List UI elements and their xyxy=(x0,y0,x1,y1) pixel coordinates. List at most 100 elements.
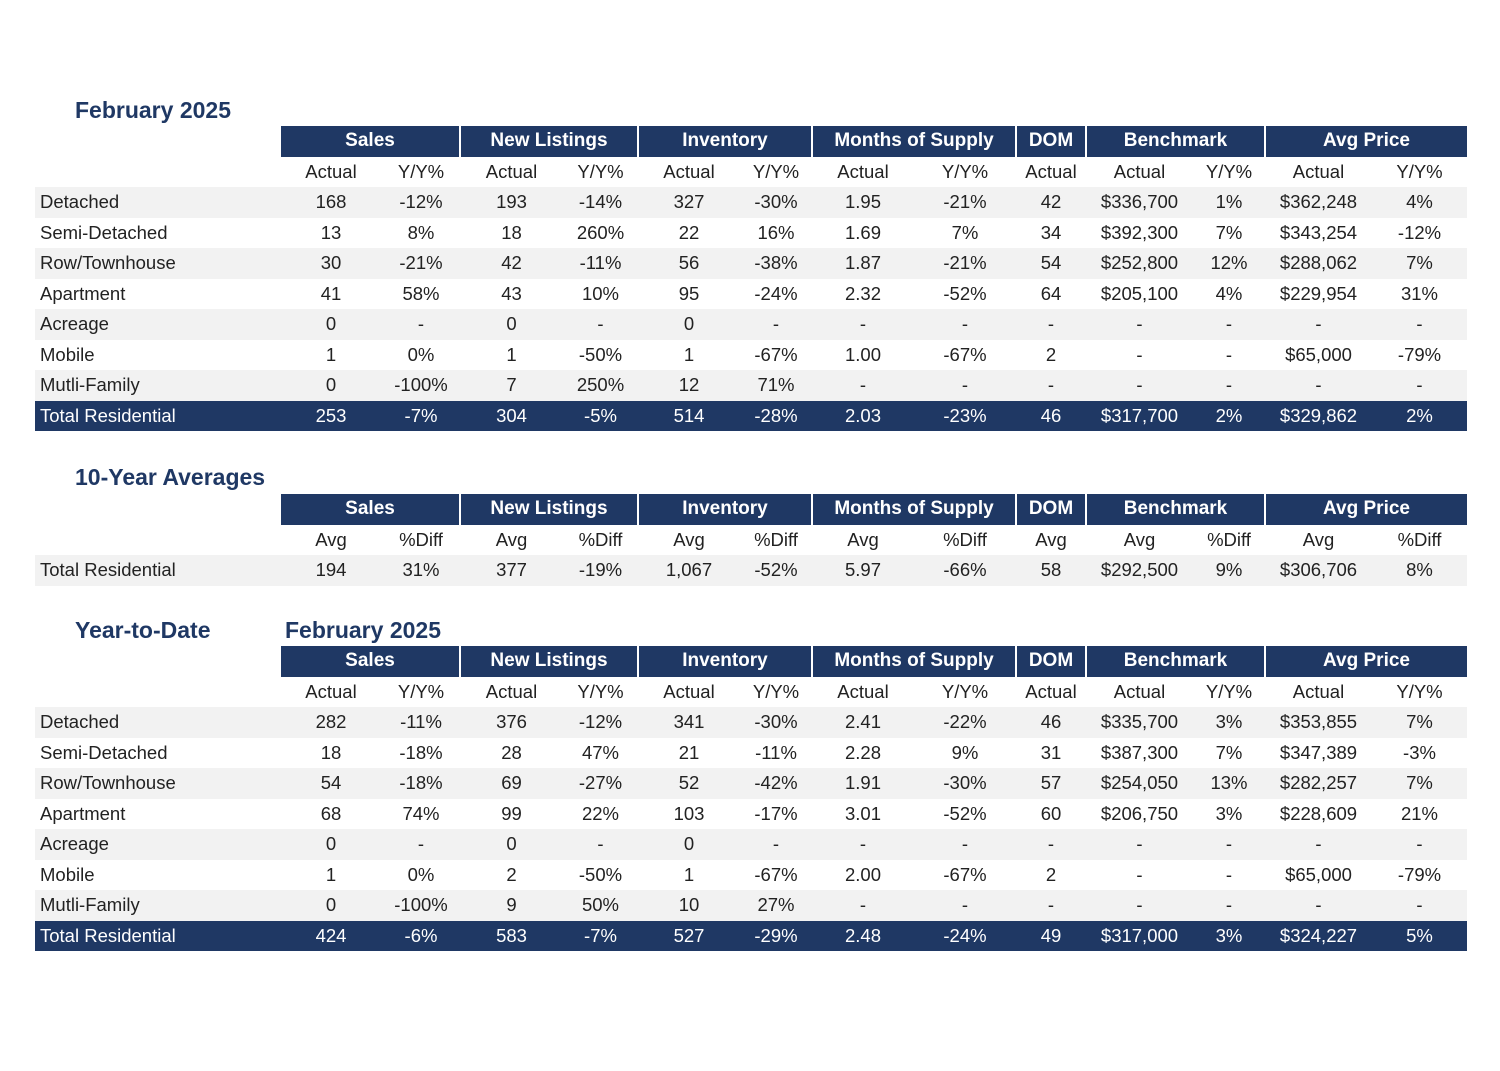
cell-value: - xyxy=(1265,890,1372,921)
cell-value: $343,254 xyxy=(1265,217,1372,248)
cell-value: 1.00 xyxy=(812,339,914,370)
cell-value: - xyxy=(1016,829,1086,860)
cell-value: 99 xyxy=(460,798,563,829)
cell-value: - xyxy=(1086,339,1193,370)
row-label: Semi-Detached xyxy=(35,737,280,768)
row-label: Detached xyxy=(35,187,280,218)
subheader-blank xyxy=(35,156,280,187)
column-subheader: %Diff xyxy=(740,524,812,555)
group-header: Benchmark xyxy=(1085,646,1265,677)
cell-value: 4% xyxy=(1372,187,1468,218)
cell-value: $205,100 xyxy=(1086,278,1193,309)
cell-value: 0 xyxy=(280,829,382,860)
cell-value: - xyxy=(914,309,1016,340)
total-value: 2% xyxy=(1193,400,1265,431)
total-row: Total Residential 424 -6% 583 -7% 527 -29% 2.48… xyxy=(35,920,1468,951)
column-subheader: Avg xyxy=(1265,524,1372,555)
cell-value: 31% xyxy=(382,555,460,586)
cell-value: -12% xyxy=(1372,217,1468,248)
cell-value: 0 xyxy=(280,370,382,401)
cell-value: 260% xyxy=(563,217,638,248)
cell-value: 0 xyxy=(280,890,382,921)
cell-value: 13% xyxy=(1193,768,1265,799)
cell-value: 2 xyxy=(1016,859,1086,890)
total-value: -7% xyxy=(563,920,638,951)
cell-value: -18% xyxy=(382,737,460,768)
group-header: New Listings xyxy=(459,646,638,677)
total-value: 2.48 xyxy=(812,920,914,951)
group-header: Avg Price xyxy=(1263,646,1468,677)
cell-value: 22% xyxy=(563,798,638,829)
cell-value: -66% xyxy=(914,555,1016,586)
cell-value: 0 xyxy=(460,309,563,340)
cell-value: - xyxy=(1193,829,1265,860)
total-value: 583 xyxy=(460,920,563,951)
cell-value: 10% xyxy=(563,278,638,309)
cell-value: - xyxy=(382,829,460,860)
total-value: $317,000 xyxy=(1086,920,1193,951)
cell-value: $353,855 xyxy=(1265,707,1372,738)
cell-value: $347,389 xyxy=(1265,737,1372,768)
total-label: Total Residential xyxy=(35,400,280,431)
cell-value: 60 xyxy=(1016,798,1086,829)
column-subheader: Actual xyxy=(1016,156,1086,187)
cell-value: 282 xyxy=(280,707,382,738)
column-subheader: %Diff xyxy=(563,524,638,555)
cell-value: 8% xyxy=(1372,555,1468,586)
table-row: Mutli-Family 0 -100% 7 250% 12 71% - - - - - - - xyxy=(35,370,1468,401)
cell-value: 2 xyxy=(1016,339,1086,370)
cell-value: 1.87 xyxy=(812,248,914,279)
cell-value: $362,248 xyxy=(1265,187,1372,218)
group-header: Inventory xyxy=(637,646,812,677)
cell-value: 34 xyxy=(1016,217,1086,248)
column-subheader: Avg xyxy=(1086,524,1193,555)
cell-value: -21% xyxy=(914,248,1016,279)
cell-value: $229,954 xyxy=(1265,278,1372,309)
total-value: 514 xyxy=(638,400,740,431)
row-label: Mobile xyxy=(35,859,280,890)
row-label: Detached xyxy=(35,707,280,738)
subheader-row: Avg %Diff Avg %Diff Avg %Diff Avg %Diff Avg Avg %D… xyxy=(35,524,1468,555)
group-header: DOM xyxy=(1015,126,1086,157)
ytd-subtitle: February 2025 xyxy=(285,617,441,643)
cell-value: $65,000 xyxy=(1265,859,1372,890)
cell-value: 1,067 xyxy=(638,555,740,586)
cell-value: -42% xyxy=(740,768,812,799)
cell-value: 9 xyxy=(460,890,563,921)
cell-value: 7% xyxy=(1372,707,1468,738)
cell-value: 46 xyxy=(1016,707,1086,738)
column-subheader: Avg xyxy=(638,524,740,555)
cell-value: 21 xyxy=(638,737,740,768)
column-subheader: Actual xyxy=(460,156,563,187)
total-value: 424 xyxy=(280,920,382,951)
column-subheader: %Diff xyxy=(382,524,460,555)
cell-value: 2.41 xyxy=(812,707,914,738)
table-row: Apartment 41 58% 43 10% 95 -24% 2.32 -52% 64 $205,… xyxy=(35,278,1468,309)
cell-value: 28 xyxy=(460,737,563,768)
cell-value: - xyxy=(1193,859,1265,890)
group-header: Sales xyxy=(279,646,460,677)
cell-value: -12% xyxy=(563,707,638,738)
total-value: $317,700 xyxy=(1086,400,1193,431)
cell-value: 376 xyxy=(460,707,563,738)
table-row: Semi-Detached 13 8% 18 260% 22 16% 1.69 7% 34 $392… xyxy=(35,217,1468,248)
cell-value: - xyxy=(1086,829,1193,860)
column-subheader: Y/Y% xyxy=(1372,156,1468,187)
total-value: 527 xyxy=(638,920,740,951)
cell-value: -67% xyxy=(914,859,1016,890)
row-label: Acreage xyxy=(35,309,280,340)
cell-value: 7 xyxy=(460,370,563,401)
cell-value: -12% xyxy=(382,187,460,218)
cell-value: - xyxy=(1086,370,1193,401)
cell-value: -38% xyxy=(740,248,812,279)
cell-value: -52% xyxy=(740,555,812,586)
column-subheader: Y/Y% xyxy=(740,156,812,187)
cell-value: -24% xyxy=(740,278,812,309)
cell-value: -52% xyxy=(914,278,1016,309)
column-subheader: Y/Y% xyxy=(914,156,1016,187)
row-label: Mutli-Family xyxy=(35,370,280,401)
table-row: Acreage 0-0-0- - - - - - - - xyxy=(35,309,1468,340)
total-value: 253 xyxy=(280,400,382,431)
cell-value: - xyxy=(812,370,914,401)
cell-value: -11% xyxy=(382,707,460,738)
